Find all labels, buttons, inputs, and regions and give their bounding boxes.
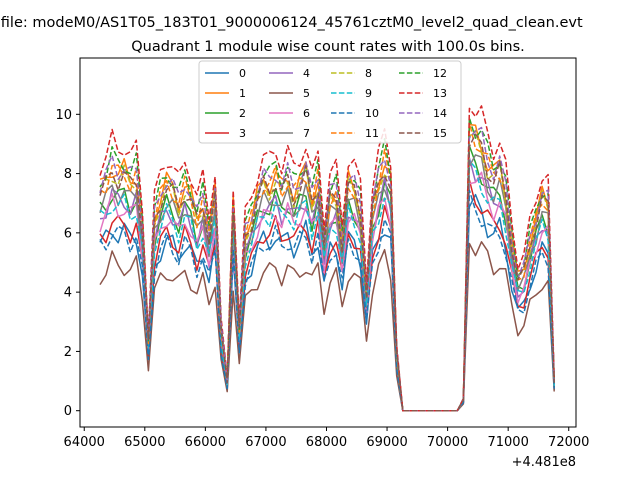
legend-label-0: 0: [239, 67, 246, 80]
legend-label-3: 3: [239, 127, 246, 140]
legend-label-2: 2: [239, 107, 246, 120]
series-line-6: [99, 171, 555, 412]
series-line-4: [99, 157, 555, 412]
legend-label-7: 7: [303, 127, 310, 140]
legend-label-8: 8: [365, 67, 372, 80]
legend-label-6: 6: [303, 107, 310, 120]
series-line-11: [99, 121, 555, 412]
series-line-5: [99, 241, 555, 412]
x-tick-label: 65000: [124, 435, 165, 450]
legend-box: [198, 60, 462, 144]
y-tick-label: 8: [64, 167, 72, 182]
x-axis: 64000 65000 66000 67000 68000 69000 70000 71000…: [64, 427, 589, 450]
series-line-8: [99, 129, 555, 412]
y-tick-label: 4: [64, 286, 72, 301]
legend-label-13: 13: [433, 87, 447, 100]
legend-label-12: 12: [433, 67, 447, 80]
series-line-3: [99, 179, 555, 412]
legend-label-14: 14: [433, 107, 447, 120]
legend-label-15: 15: [433, 127, 447, 140]
series-line-15: [99, 133, 555, 412]
chart-title: Quadrant 1 module wise count rates with …: [131, 39, 525, 55]
series-line-7: [99, 154, 555, 412]
x-tick-label: 66000: [185, 435, 226, 450]
x-tick-label: 67000: [245, 435, 286, 450]
y-tick-label: 10: [55, 108, 72, 123]
y-tick-label: 6: [64, 226, 72, 241]
legend-label-5: 5: [303, 87, 310, 100]
x-axis-offset-label: +4.481e8: [512, 455, 576, 470]
legend-label-9: 9: [365, 87, 372, 100]
x-tick-label: 72000: [548, 435, 589, 450]
legend-label-10: 10: [365, 107, 379, 120]
figure-suptitle: n file: modeM0/AS1T05_183T01_9000006124_…: [0, 15, 583, 31]
series-line-13: [99, 105, 555, 412]
x-tick-label: 68000: [306, 435, 347, 450]
x-tick-label: 70000: [427, 435, 468, 450]
x-tick-label: 69000: [366, 435, 407, 450]
series-line-10: [99, 189, 555, 412]
x-tick-label: 71000: [487, 435, 528, 450]
plot-area-frame: [79, 57, 577, 428]
series-line-14: [99, 126, 555, 412]
legend-label-1: 1: [239, 87, 246, 100]
series-line-9: [99, 159, 555, 412]
y-axis: 0 2 4 6 8 10: [55, 108, 80, 419]
legend-label-4: 4: [303, 67, 310, 80]
series-layer: [99, 105, 555, 412]
y-tick-label: 2: [64, 345, 72, 360]
x-tick-label: 64000: [64, 435, 105, 450]
y-tick-label: 0: [64, 404, 72, 419]
legend-label-11: 11: [365, 127, 379, 140]
